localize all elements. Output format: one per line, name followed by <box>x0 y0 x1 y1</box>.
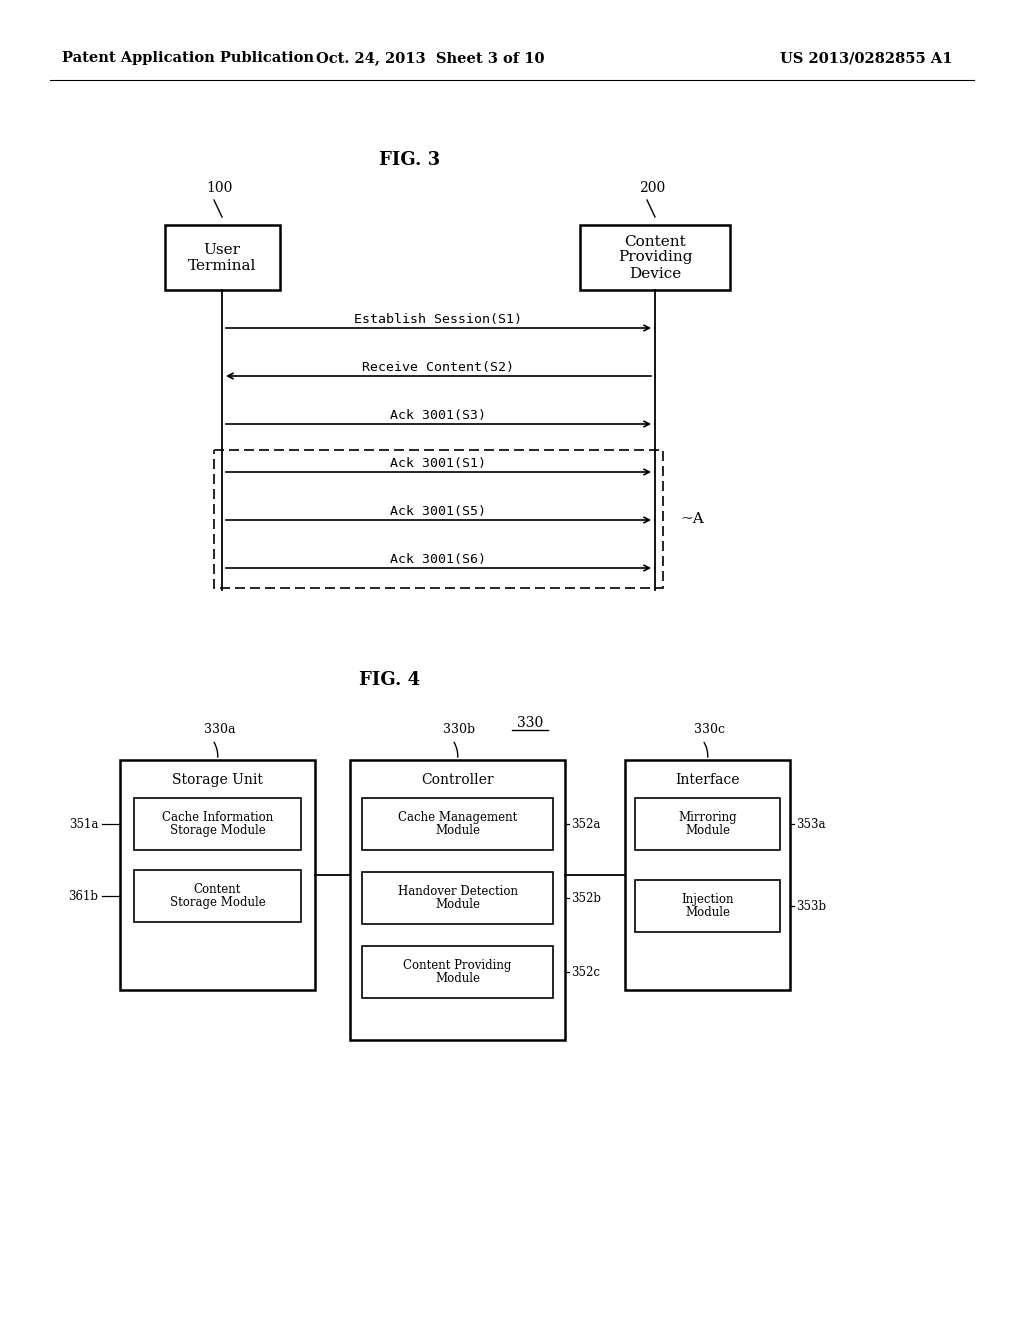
Text: Module: Module <box>685 906 730 919</box>
Text: Ack 3001(S3): Ack 3001(S3) <box>390 408 486 421</box>
Text: Module: Module <box>435 972 480 985</box>
Text: FIG. 4: FIG. 4 <box>359 671 421 689</box>
Bar <box>362 799 553 850</box>
Text: Establish Session(S1): Establish Session(S1) <box>354 313 522 326</box>
Text: Ack 3001(S6): Ack 3001(S6) <box>390 553 486 565</box>
Text: Controller: Controller <box>421 774 494 787</box>
Bar <box>350 760 565 1040</box>
Text: 100: 100 <box>206 181 232 195</box>
Text: Injection: Injection <box>681 894 734 906</box>
Bar <box>580 224 730 290</box>
Text: Interface: Interface <box>675 774 739 787</box>
Bar <box>362 946 553 998</box>
Bar <box>635 880 780 932</box>
Bar <box>625 760 790 990</box>
Text: 353a: 353a <box>796 817 825 830</box>
Text: 353b: 353b <box>796 899 826 912</box>
Text: Content: Content <box>194 883 242 896</box>
Text: Ack 3001(S5): Ack 3001(S5) <box>390 504 486 517</box>
Text: Storage Module: Storage Module <box>170 824 265 837</box>
Bar <box>134 870 301 921</box>
Text: 330a: 330a <box>204 723 236 737</box>
Text: Content: Content <box>624 235 686 248</box>
Text: 361b: 361b <box>68 890 98 903</box>
Bar <box>120 760 315 990</box>
Text: 352b: 352b <box>571 891 601 904</box>
Bar <box>214 450 663 587</box>
Bar <box>362 873 553 924</box>
Text: ~A: ~A <box>680 512 703 525</box>
Text: Device: Device <box>629 267 681 281</box>
Text: Cache Information: Cache Information <box>162 810 273 824</box>
Bar <box>134 799 301 850</box>
Text: Providing: Providing <box>617 251 692 264</box>
Text: US 2013/0282855 A1: US 2013/0282855 A1 <box>780 51 952 65</box>
Text: Module: Module <box>685 824 730 837</box>
Text: 330b: 330b <box>443 723 475 737</box>
Text: 352a: 352a <box>571 817 600 830</box>
Text: Terminal: Terminal <box>187 260 256 273</box>
Text: Module: Module <box>435 898 480 911</box>
Text: 351a: 351a <box>69 817 98 830</box>
Text: Content Providing: Content Providing <box>403 960 512 972</box>
Text: 330: 330 <box>517 715 543 730</box>
Text: Receive Content(S2): Receive Content(S2) <box>362 360 514 374</box>
Text: 352c: 352c <box>571 965 600 978</box>
Text: FIG. 3: FIG. 3 <box>380 150 440 169</box>
Text: Mirroring: Mirroring <box>678 810 737 824</box>
Text: Module: Module <box>435 824 480 837</box>
Bar <box>165 224 280 290</box>
Text: Oct. 24, 2013  Sheet 3 of 10: Oct. 24, 2013 Sheet 3 of 10 <box>315 51 544 65</box>
Text: Patent Application Publication: Patent Application Publication <box>62 51 314 65</box>
Text: User: User <box>204 243 241 256</box>
Bar <box>635 799 780 850</box>
Text: 200: 200 <box>639 181 666 195</box>
Text: Storage Module: Storage Module <box>170 896 265 909</box>
Text: Ack 3001(S1): Ack 3001(S1) <box>390 457 486 470</box>
Text: Handover Detection: Handover Detection <box>397 884 517 898</box>
Text: Storage Unit: Storage Unit <box>172 774 263 787</box>
Text: Cache Management: Cache Management <box>398 810 517 824</box>
Text: 330c: 330c <box>694 723 725 737</box>
